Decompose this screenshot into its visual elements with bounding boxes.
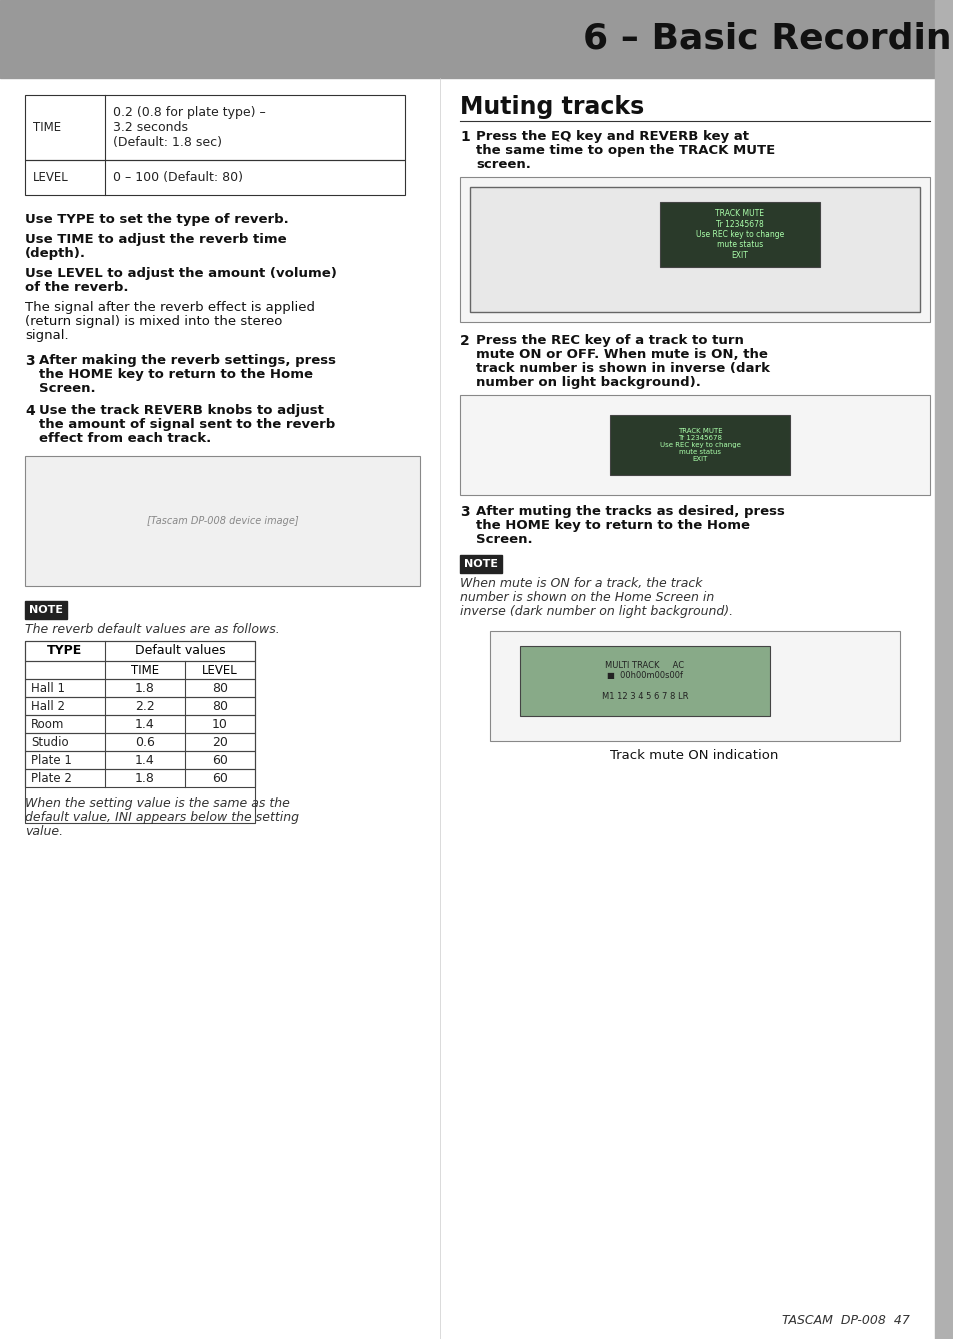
Text: TASCAM  DP-008  47: TASCAM DP-008 47 — [781, 1314, 909, 1327]
Text: 1: 1 — [459, 130, 469, 145]
Text: NOTE: NOTE — [29, 605, 63, 615]
Text: 3: 3 — [25, 353, 34, 368]
Text: Plate 2: Plate 2 — [30, 771, 71, 785]
Bar — [470, 187, 919, 312]
Text: 20: 20 — [212, 735, 228, 749]
Text: Screen.: Screen. — [476, 533, 532, 546]
Text: After muting the tracks as desired, press: After muting the tracks as desired, pres… — [476, 505, 784, 518]
Text: 6 – Basic Recording: 6 – Basic Recording — [582, 21, 953, 56]
Text: 1.4: 1.4 — [135, 718, 154, 731]
Text: number is shown on the Home Screen in: number is shown on the Home Screen in — [459, 590, 714, 604]
Text: TRACK MUTE
Tr 12345678
Use REC key to change
mute status
EXIT: TRACK MUTE Tr 12345678 Use REC key to ch… — [659, 428, 740, 462]
Bar — [25, 95, 405, 159]
Bar — [459, 177, 929, 321]
Text: TYPE: TYPE — [48, 644, 83, 657]
Text: Default values: Default values — [134, 644, 225, 657]
Text: 60: 60 — [212, 771, 228, 785]
Bar — [490, 631, 899, 740]
Text: the amount of signal sent to the reverb: the amount of signal sent to the reverb — [39, 418, 335, 431]
Bar — [25, 715, 254, 732]
Text: TRACK MUTE
Tr 12345678
Use REC key to change
mute status
EXIT: TRACK MUTE Tr 12345678 Use REC key to ch… — [695, 209, 783, 260]
Text: Plate 1: Plate 1 — [30, 754, 71, 766]
Bar — [25, 751, 254, 769]
Text: TIME: TIME — [33, 121, 61, 134]
Text: Use LEVEL to adjust the amount (volume): Use LEVEL to adjust the amount (volume) — [25, 266, 336, 280]
Text: Muting tracks: Muting tracks — [459, 95, 643, 119]
Bar — [609, 415, 789, 475]
Bar — [25, 641, 254, 661]
Text: (depth).: (depth). — [25, 246, 86, 260]
Bar — [25, 698, 254, 715]
Text: 0.2 (0.8 for plate type) –
3.2 seconds
(Default: 1.8 sec): 0.2 (0.8 for plate type) – 3.2 seconds (… — [112, 106, 266, 149]
Text: 60: 60 — [212, 754, 228, 766]
Text: Use TYPE to set the type of reverb.: Use TYPE to set the type of reverb. — [25, 213, 289, 226]
Text: Hall 1: Hall 1 — [30, 682, 65, 695]
Text: MULTI TRACK     AC
■  00h00m00s00f

M1 12 3 4 5 6 7 8 LR: MULTI TRACK AC ■ 00h00m00s00f M1 12 3 4 … — [601, 661, 687, 702]
Bar — [659, 202, 820, 266]
Text: 2: 2 — [459, 333, 469, 348]
Text: number on light background).: number on light background). — [476, 376, 700, 390]
Text: The signal after the reverb effect is applied: The signal after the reverb effect is ap… — [25, 301, 314, 315]
Text: mute ON or OFF. When mute is ON, the: mute ON or OFF. When mute is ON, the — [476, 348, 767, 362]
Bar — [0, 0, 953, 78]
Text: Room: Room — [30, 718, 64, 731]
Text: Hall 2: Hall 2 — [30, 699, 65, 712]
Text: When the setting value is the same as the: When the setting value is the same as th… — [25, 797, 290, 810]
Text: 10: 10 — [212, 718, 228, 731]
Bar — [25, 769, 254, 787]
Text: the HOME key to return to the Home: the HOME key to return to the Home — [476, 520, 749, 532]
Bar — [25, 641, 254, 823]
Text: 80: 80 — [212, 682, 228, 695]
Bar — [934, 0, 953, 1339]
Text: [Tascam DP-008 device image]: [Tascam DP-008 device image] — [147, 516, 298, 526]
Text: 1.4: 1.4 — [135, 754, 154, 766]
Text: 1.8: 1.8 — [135, 682, 154, 695]
Bar — [25, 661, 254, 679]
Text: value.: value. — [25, 825, 63, 838]
Text: (return signal) is mixed into the stereo: (return signal) is mixed into the stereo — [25, 315, 282, 328]
Bar — [459, 554, 501, 573]
Text: Screen.: Screen. — [39, 382, 95, 395]
Bar — [519, 645, 769, 716]
Text: 80: 80 — [212, 699, 228, 712]
Text: effect from each track.: effect from each track. — [39, 432, 211, 445]
Text: 0.6: 0.6 — [135, 735, 154, 749]
Bar — [25, 457, 419, 586]
Text: 3: 3 — [459, 505, 469, 520]
Text: the HOME key to return to the Home: the HOME key to return to the Home — [39, 368, 313, 382]
Text: When mute is ON for a track, the track: When mute is ON for a track, the track — [459, 577, 701, 590]
Text: default value, INI appears below the setting: default value, INI appears below the set… — [25, 811, 298, 823]
Text: 4: 4 — [25, 404, 34, 418]
Text: 1.8: 1.8 — [135, 771, 154, 785]
Text: the same time to open the TRACK MUTE: the same time to open the TRACK MUTE — [476, 145, 775, 157]
Text: Track mute ON indication: Track mute ON indication — [609, 749, 778, 762]
Text: NOTE: NOTE — [463, 558, 497, 569]
Bar — [25, 732, 254, 751]
Text: inverse (dark number on light background).: inverse (dark number on light background… — [459, 605, 732, 619]
Text: screen.: screen. — [476, 158, 530, 171]
Text: 2.2: 2.2 — [135, 699, 154, 712]
Bar — [25, 601, 67, 619]
Text: After making the reverb settings, press: After making the reverb settings, press — [39, 353, 335, 367]
Text: 0 – 100 (Default: 80): 0 – 100 (Default: 80) — [112, 171, 243, 183]
Text: Press the EQ key and REVERB key at: Press the EQ key and REVERB key at — [476, 130, 748, 143]
Text: Use the track REVERB knobs to adjust: Use the track REVERB knobs to adjust — [39, 404, 323, 416]
Text: LEVEL: LEVEL — [202, 664, 237, 676]
Text: The reverb default values are as follows.: The reverb default values are as follows… — [25, 623, 279, 636]
Text: Press the REC key of a track to turn: Press the REC key of a track to turn — [476, 333, 743, 347]
Bar — [25, 679, 254, 698]
Text: Studio: Studio — [30, 735, 69, 749]
Bar — [459, 395, 929, 495]
Text: LEVEL: LEVEL — [33, 171, 69, 183]
Text: of the reverb.: of the reverb. — [25, 281, 129, 295]
Text: Use TIME to adjust the reverb time: Use TIME to adjust the reverb time — [25, 233, 286, 246]
Text: signal.: signal. — [25, 329, 69, 341]
Bar — [25, 159, 405, 195]
Text: track number is shown in inverse (dark: track number is shown in inverse (dark — [476, 362, 769, 375]
Text: TIME: TIME — [131, 664, 159, 676]
